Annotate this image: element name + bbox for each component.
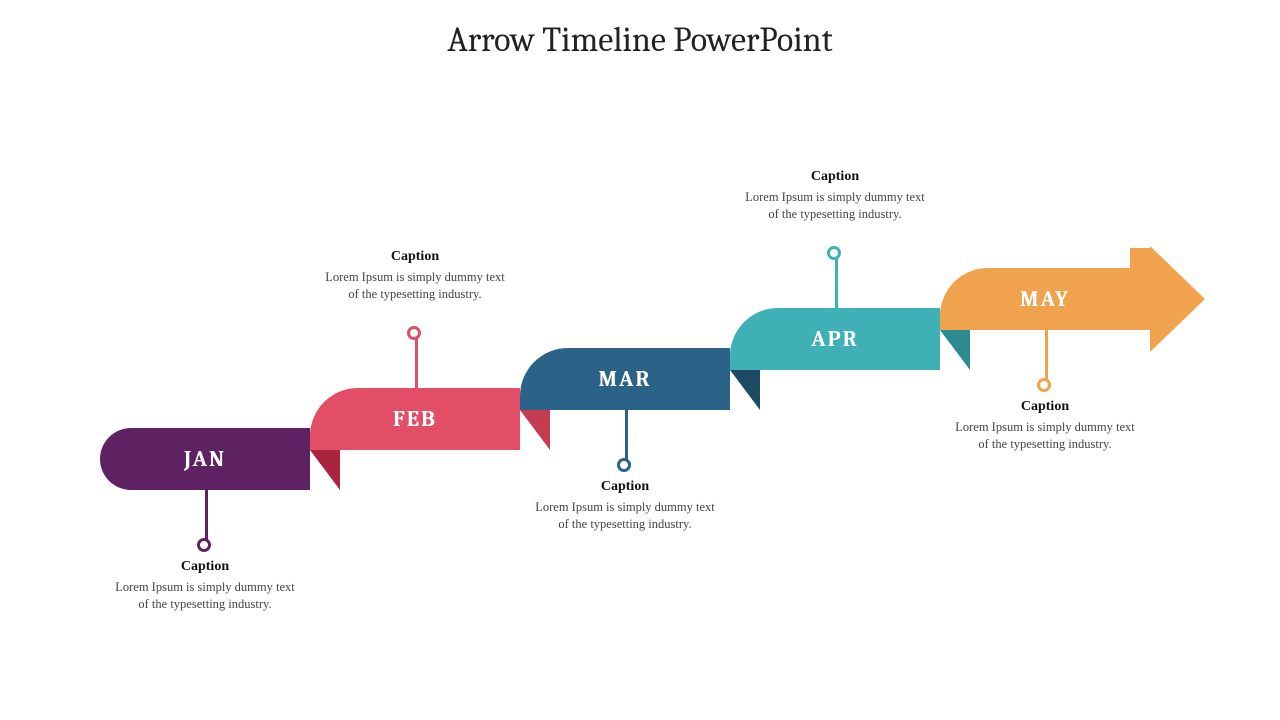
- arrow-head-icon: [1150, 246, 1205, 352]
- caption-body: Lorem Ipsum is simply dummy text of the …: [535, 499, 715, 533]
- callout-dot-icon: [407, 326, 421, 340]
- callout-connector: [1045, 330, 1048, 385]
- timeline-step-label: FEB: [393, 406, 437, 432]
- callout: Caption Lorem Ipsum is simply dummy text …: [325, 249, 505, 303]
- callout-dot-icon: [617, 458, 631, 472]
- caption-body: Lorem Ipsum is simply dummy text of the …: [745, 189, 925, 223]
- callout-dot-icon: [1037, 378, 1051, 392]
- ribbon-fold: [730, 370, 760, 410]
- caption-body: Lorem Ipsum is simply dummy text of the …: [115, 579, 295, 613]
- callout: Caption Lorem Ipsum is simply dummy text …: [115, 559, 295, 613]
- caption-title: Caption: [745, 169, 925, 185]
- callout-dot-icon: [197, 538, 211, 552]
- page-title: Arrow Timeline PowerPoint: [0, 20, 1280, 60]
- timeline-step-feb: FEB: [310, 388, 520, 450]
- timeline-step-jan: JAN: [100, 428, 310, 490]
- caption-title: Caption: [955, 399, 1135, 415]
- slide: Arrow Timeline PowerPoint JAN Caption Lore…: [0, 0, 1280, 720]
- caption-title: Caption: [325, 249, 505, 265]
- caption-body: Lorem Ipsum is simply dummy text of the …: [955, 419, 1135, 453]
- callout-connector: [835, 253, 838, 308]
- ribbon-fold: [310, 450, 340, 490]
- caption-title: Caption: [115, 559, 295, 575]
- timeline-step-label: MAY: [1020, 286, 1070, 312]
- timeline-step-mar: MAR: [520, 348, 730, 410]
- callout-dot-icon: [827, 246, 841, 260]
- ribbon-fold: [940, 330, 970, 370]
- ribbon-fold: [520, 410, 550, 450]
- timeline-step-label: MAR: [598, 366, 651, 392]
- callout-connector: [205, 490, 208, 545]
- callout-connector: [625, 410, 628, 465]
- timeline-step-may: MAY: [940, 268, 1150, 330]
- callout-connector: [415, 333, 418, 388]
- caption-body: Lorem Ipsum is simply dummy text of the …: [325, 269, 505, 303]
- timeline-step-label: JAN: [184, 446, 226, 472]
- callout: Caption Lorem Ipsum is simply dummy text …: [745, 169, 925, 223]
- callout: Caption Lorem Ipsum is simply dummy text …: [955, 399, 1135, 453]
- callout: Caption Lorem Ipsum is simply dummy text …: [535, 479, 715, 533]
- timeline-step-label: APR: [811, 326, 859, 352]
- timeline-step-apr: APR: [730, 308, 940, 370]
- caption-title: Caption: [535, 479, 715, 495]
- arrow-tail: [1130, 248, 1150, 330]
